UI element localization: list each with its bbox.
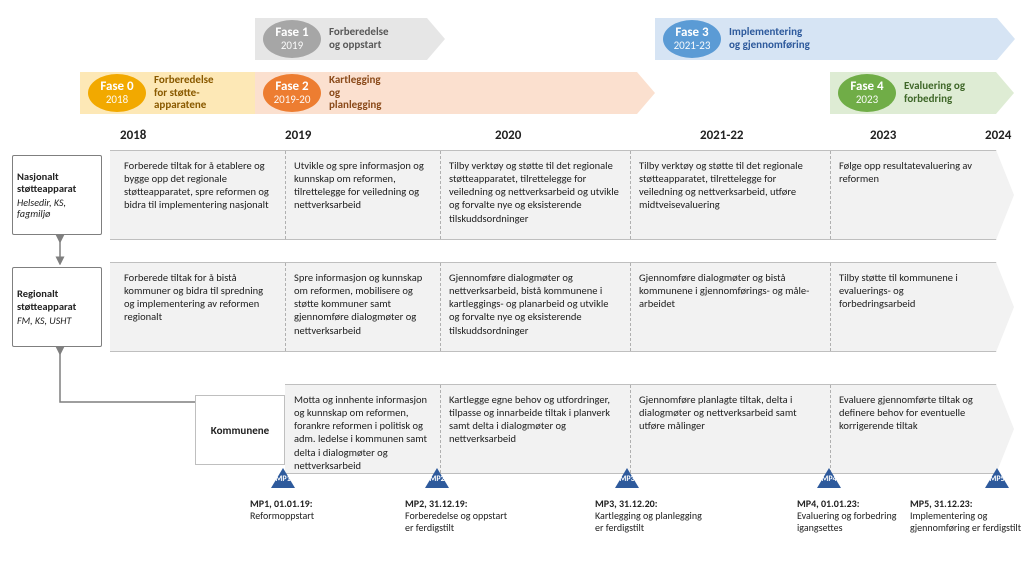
mp5-tag: MP5	[985, 474, 1009, 484]
phase-1-year: 2019	[281, 40, 303, 52]
mp5-text: MP5, 31.12.23: Implementering og gjennom…	[910, 498, 1022, 534]
mp2-text: MP2, 31.12.19: Forberedelse og oppstart …	[405, 498, 515, 534]
milestone-mp3: MP3	[615, 468, 639, 488]
phase-4-year: 2023	[856, 94, 878, 106]
year-2018: 2018	[120, 128, 146, 143]
mp4-text: MP4, 01.01.23: Evaluering og forbedring …	[797, 498, 907, 534]
phase-3-year: 2021-23	[674, 40, 711, 52]
cell-kom-2019: Motta og innhente informasjon og kunnska…	[290, 391, 440, 467]
row-sub-nasjonalt: Helsedir, KS, fagmiljø	[17, 197, 97, 219]
milestone-mp4: MP4	[817, 468, 841, 488]
row-label-nasjonalt: Nasjonalt støtteapparat Helsedir, KS, fa…	[12, 155, 102, 235]
cell-nasjonalt-2023: Følge opp resultatevaluering av reformen	[835, 157, 985, 233]
phase-4-label: Evaluering ogforbedring	[904, 80, 965, 105]
phase-0-year: 2018	[106, 94, 128, 106]
milestone-mp5: MP5	[985, 468, 1009, 488]
mp3-text: MP3, 31.12.20: Kartlegging og planleggin…	[595, 498, 705, 534]
row-title-regionalt: Regionalt støtteapparat	[17, 288, 97, 312]
cell-regionalt-2020: Gjennomføre dialogmøter og nettverksarbe…	[445, 269, 625, 345]
phase-3: Fase 3 2021-23 Implementeringog gjennomf…	[655, 18, 1015, 60]
phase-1: Fase 1 2019 Forberedelseog oppstart	[255, 18, 445, 60]
milestone-mp2: MP2	[425, 468, 449, 488]
milestone-mp1: MP1	[271, 468, 295, 488]
connector-nas-reg	[50, 235, 70, 265]
year-2021-22: 2021-22	[700, 128, 744, 143]
timeline-diagram: Fase 0 2018 Forberedelsefor støtte-appar…	[0, 0, 1024, 577]
lane-kommunene: Motta og innhente informasjon og kunnska…	[285, 384, 1014, 474]
year-2023: 2023	[870, 128, 896, 143]
mp2-body: Forberedelse og oppstart er ferdigstilt	[405, 509, 507, 534]
lane-nasjonalt: Forberede tiltak for å etablere og bygge…	[110, 150, 1014, 240]
cell-regionalt-2019: Spre informasjon og kunnskap om reformen…	[290, 269, 435, 345]
phase-3-label: Implementeringog gjennomføring	[729, 26, 810, 51]
row-label-kommunene: Kommunene	[195, 395, 285, 465]
phase-0: Fase 0 2018 Forberedelsefor støtte-appar…	[80, 72, 276, 114]
cell-nasjonalt-2021: Tilby verktøy og støtte til det regional…	[635, 157, 825, 233]
cell-nasjonalt-2018: Forberede tiltak for å etablere og bygge…	[120, 157, 280, 233]
mp3-body: Kartlegging og planlegging er ferdigstil…	[595, 509, 702, 534]
year-2020: 2020	[495, 128, 521, 143]
cell-regionalt-2023: Tilby støtte til kommunene i evaluerings…	[835, 269, 985, 345]
mp4-body: Evaluering og forbedring igangsettes	[797, 509, 896, 534]
cell-regionalt-2021: Gjennomføre dialogmøter og bistå kommune…	[635, 269, 825, 345]
lane-regionalt: Forberede tiltak for å bistå kommuner og…	[110, 262, 1014, 352]
cell-nasjonalt-2020: Tilby verktøy og støtte til det regional…	[445, 157, 625, 233]
mp1-body: Reformoppstart	[250, 509, 314, 522]
phase-2-year: 2019-20	[274, 94, 311, 106]
cell-kom-2020: Kartlegge egne behov og utfordringer, ti…	[445, 391, 625, 467]
cell-kom-2021: Gjennomføre planlagte tiltak, delta i di…	[635, 391, 825, 467]
row-label-regionalt: Regionalt støtteapparat FM, KS, USHT	[12, 267, 102, 347]
phase-3-title: Fase 3	[675, 26, 708, 40]
phase-2: Fase 2 2019-20 Kartleggingogplanlegging	[255, 72, 655, 114]
phase-0-label: Forberedelsefor støtte-apparatene	[154, 74, 214, 112]
phase-4-title: Fase 4	[850, 80, 883, 94]
mp1-text: MP1, 01.01.19: Reformoppstart	[250, 498, 360, 522]
phase-0-title: Fase 0	[100, 80, 133, 94]
year-2019: 2019	[285, 128, 311, 143]
phase-2-title: Fase 2	[275, 80, 308, 94]
mp4-tag: MP4	[817, 474, 841, 484]
mp1-tag: MP1	[271, 474, 295, 484]
cell-nasjonalt-2019: Utvikle og spre informasjon og kunnskap …	[290, 157, 435, 233]
row-sub-regionalt: FM, KS, USHT	[17, 315, 97, 326]
phase-1-title: Fase 1	[275, 26, 308, 40]
cell-regionalt-2018: Forberede tiltak for å bistå kommuner og…	[120, 269, 280, 345]
mp3-tag: MP3	[615, 474, 639, 484]
phase-1-label: Forberedelseog oppstart	[329, 26, 389, 51]
mp2-tag: MP2	[425, 474, 449, 484]
row-title-nasjonalt: Nasjonalt støtteapparat	[17, 171, 97, 195]
phase-4: Fase 4 2023 Evaluering ogforbedring	[830, 72, 1014, 114]
mp5-body: Implementering og gjennomføring er ferdi…	[910, 509, 1021, 534]
year-2024: 2024	[985, 128, 1011, 143]
phase-2-label: Kartleggingogplanlegging	[329, 74, 382, 112]
cell-kom-2023: Evaluere gjennomførte tiltak og definere…	[835, 391, 985, 467]
